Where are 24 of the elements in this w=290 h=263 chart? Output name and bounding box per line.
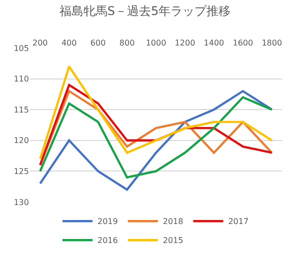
x-tick-label: 1600 — [232, 38, 254, 48]
x-tick-label: 1000 — [146, 38, 166, 48]
chart-title: 福島牝馬S－過去5年ラップ推移 — [59, 4, 231, 18]
x-tick-label: 1800 — [262, 38, 282, 48]
y-tick-label: 125 — [14, 167, 29, 176]
line-series — [39, 65, 273, 160]
legend-label: 2017 — [228, 217, 249, 226]
x-tick-label: 800 — [119, 38, 135, 48]
x-tick-label: 1400 — [204, 38, 224, 48]
legend-label: 2015 — [162, 236, 184, 246]
x-tick-label: 600 — [90, 38, 106, 48]
y-tick-label: 120 — [14, 136, 29, 146]
legend-label: 2018 — [162, 217, 184, 226]
legend-label: 2019 — [98, 217, 118, 226]
x-tick-label: 400 — [61, 38, 77, 48]
y-tick-label: 115 — [14, 105, 29, 114]
x-tick-label: 1200 — [174, 38, 196, 48]
y-tick-label: 130 — [14, 198, 29, 207]
line-series — [39, 96, 273, 178]
x-tick-label: 200 — [32, 38, 48, 48]
line-series — [39, 90, 273, 191]
y-tick-label: 105 — [14, 44, 29, 53]
legend-label: 2016 — [98, 236, 118, 246]
y-tick-label: 110 — [14, 74, 29, 84]
